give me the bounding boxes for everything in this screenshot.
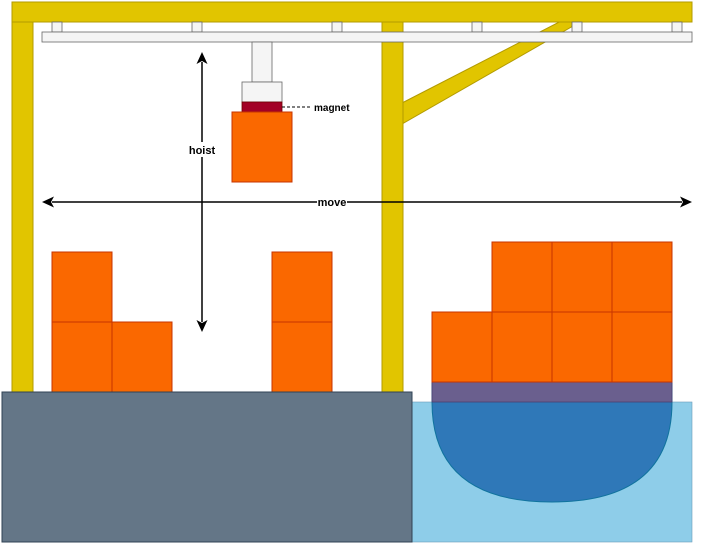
ship <box>431 241 673 503</box>
rail-beam <box>41 31 693 43</box>
container <box>491 311 553 383</box>
container <box>491 241 553 313</box>
move-label-bg <box>317 196 347 209</box>
dock <box>1 391 413 543</box>
hoist-label-bg <box>187 142 218 157</box>
rail-hanger <box>571 21 583 33</box>
rail-hanger <box>51 21 63 33</box>
trolley-column <box>251 41 273 83</box>
magnet-label: magnet <box>314 103 350 114</box>
container <box>51 321 113 393</box>
hoist-arrow <box>196 52 208 332</box>
container <box>111 321 173 393</box>
hoist-label: hoist <box>189 145 216 157</box>
move-arrow-head-right <box>680 196 692 208</box>
hoist-arrow-head-up <box>196 52 208 64</box>
container <box>271 321 333 393</box>
lifted-container <box>231 111 293 183</box>
ship-hull <box>431 381 673 503</box>
container <box>611 241 673 313</box>
move-label: move <box>318 197 347 209</box>
magnet-block <box>241 101 283 113</box>
rail-hanger <box>671 21 683 33</box>
rail-hanger <box>471 21 483 33</box>
container <box>431 311 493 383</box>
container <box>551 311 613 383</box>
middle-container-stack <box>271 251 333 393</box>
container <box>551 241 613 313</box>
crane-top-beam <box>11 1 693 23</box>
container <box>611 311 673 383</box>
rail-hanger <box>191 21 203 33</box>
crane-left-leg <box>11 21 34 395</box>
crane-frame <box>11 1 693 395</box>
trolley-block <box>241 81 283 103</box>
hoist-arrow-head-down <box>196 320 208 332</box>
container <box>51 251 113 323</box>
left-container-stack <box>51 251 173 393</box>
move-arrow <box>42 196 692 208</box>
container <box>271 251 333 323</box>
crane-center-leg <box>381 21 404 395</box>
ship-deck-band <box>431 381 673 403</box>
crane-rail <box>41 21 693 43</box>
move-arrow-head-left <box>42 196 54 208</box>
rail-hanger <box>331 21 343 33</box>
trolley-assembly <box>231 41 293 183</box>
